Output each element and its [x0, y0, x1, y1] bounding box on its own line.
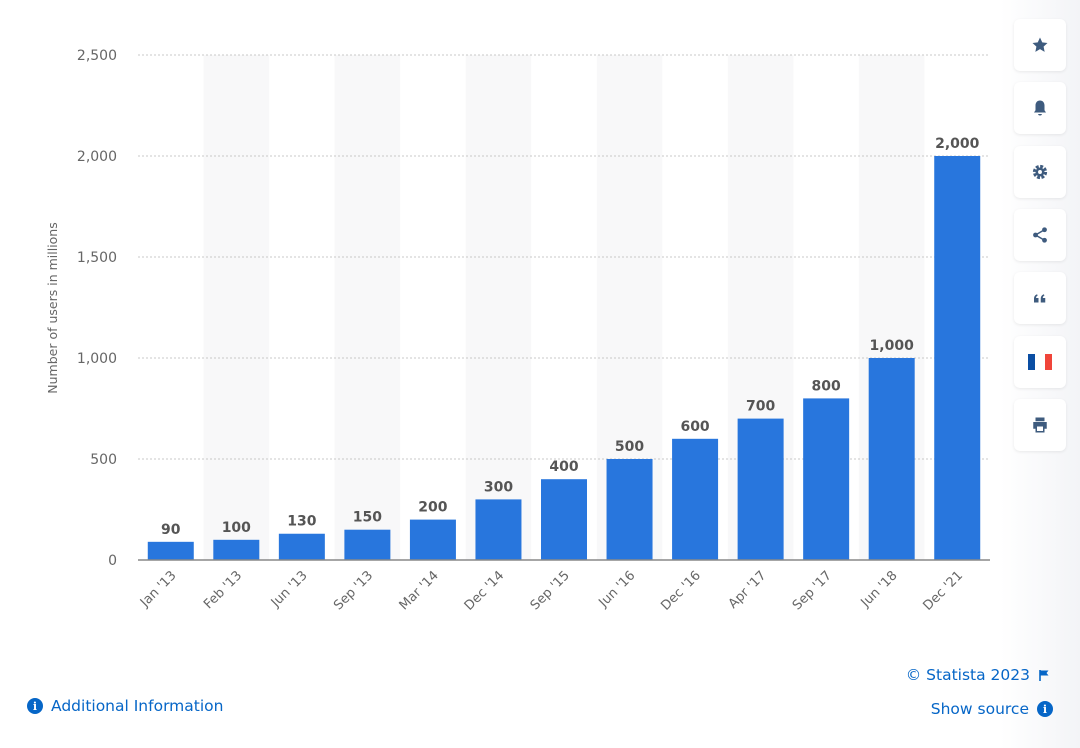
flag-icon[interactable] — [1038, 669, 1050, 681]
bar — [934, 156, 981, 560]
data-label: 130 — [287, 514, 316, 530]
bar-chart: 90 100 130 150 200 300 400 500 600 700 800 1,000 2,0… — [45, 48, 990, 614]
show-source-label: Show source — [930, 700, 1029, 718]
copyright-text: © Statista 2023 — [905, 666, 1030, 684]
y-tick-label: 2,500 — [77, 48, 117, 64]
x-tick-label: Jun '18 — [858, 568, 901, 611]
x-tick-label: Mar '14 — [397, 568, 442, 613]
bar — [278, 533, 325, 560]
print-icon — [1033, 417, 1047, 433]
language-button[interactable] — [1014, 336, 1066, 388]
bar — [213, 539, 260, 560]
x-tick-label: Sep '17 — [790, 568, 835, 613]
bar — [606, 459, 653, 560]
favorite-button[interactable] — [1014, 19, 1066, 71]
data-label: 400 — [549, 459, 578, 475]
notification-button[interactable] — [1014, 82, 1066, 134]
show-source-link[interactable]: Show source i — [931, 700, 1053, 718]
y-tick-label: 1,000 — [77, 351, 117, 367]
y-axis-label: Number of users in millions — [45, 222, 60, 393]
bar — [672, 438, 719, 560]
bell-icon — [1034, 100, 1046, 116]
data-label: 1,000 — [870, 338, 915, 354]
bar — [475, 499, 522, 560]
french-flag-icon — [1028, 354, 1052, 370]
x-tick-label: Feb '13 — [201, 568, 245, 612]
additional-information-label: Additional Information — [51, 697, 224, 715]
toolbar — [1000, 0, 1080, 748]
x-tick-label: Dec '21 — [921, 568, 967, 614]
x-tick-label: Jun '16 — [596, 568, 639, 611]
x-tick-label: Dec '16 — [658, 568, 704, 614]
star-icon — [1032, 37, 1048, 52]
data-label: 100 — [222, 520, 251, 536]
category-band — [465, 55, 532, 560]
settings-button[interactable] — [1014, 146, 1066, 198]
x-tick-label: Dec '14 — [462, 568, 508, 614]
additional-information-link[interactable]: i Additional Information — [27, 697, 223, 715]
data-label: 500 — [615, 439, 644, 455]
x-tick-label: Sep '13 — [331, 568, 376, 613]
quote-icon — [1034, 294, 1046, 303]
bar — [868, 358, 915, 560]
x-tick-label: Apr '17 — [726, 568, 770, 612]
data-label: 800 — [812, 378, 841, 394]
gear-icon — [1032, 164, 1048, 180]
cite-button[interactable] — [1014, 272, 1066, 324]
x-tick-label: Sep '15 — [528, 568, 573, 613]
data-label: 300 — [484, 479, 513, 495]
bar — [344, 529, 391, 560]
category-band — [334, 55, 401, 560]
share-button[interactable] — [1014, 209, 1066, 261]
bar — [147, 541, 194, 560]
bar — [409, 519, 456, 560]
x-tick-label: Jan '13 — [137, 568, 180, 611]
category-band — [203, 55, 270, 560]
info-icon: i — [27, 698, 43, 714]
data-label: 600 — [680, 419, 709, 435]
data-label: 700 — [746, 399, 775, 415]
y-tick-label: 500 — [90, 452, 117, 468]
share-icon — [1033, 227, 1047, 243]
data-label: 150 — [353, 510, 382, 526]
x-tick-label: Jun '13 — [268, 568, 311, 611]
bar — [737, 418, 784, 560]
y-tick-label: 1,500 — [77, 250, 117, 266]
data-label: 2,000 — [935, 136, 980, 152]
bar — [803, 398, 850, 560]
y-tick-label: 0 — [108, 553, 117, 569]
data-label: 90 — [161, 522, 181, 538]
info-icon: i — [1037, 701, 1053, 717]
bar — [541, 479, 587, 560]
y-tick-label: 2,000 — [77, 149, 117, 165]
data-label: 200 — [418, 500, 447, 516]
copyright: © Statista 2023 — [906, 666, 1050, 684]
print-button[interactable] — [1014, 399, 1066, 451]
